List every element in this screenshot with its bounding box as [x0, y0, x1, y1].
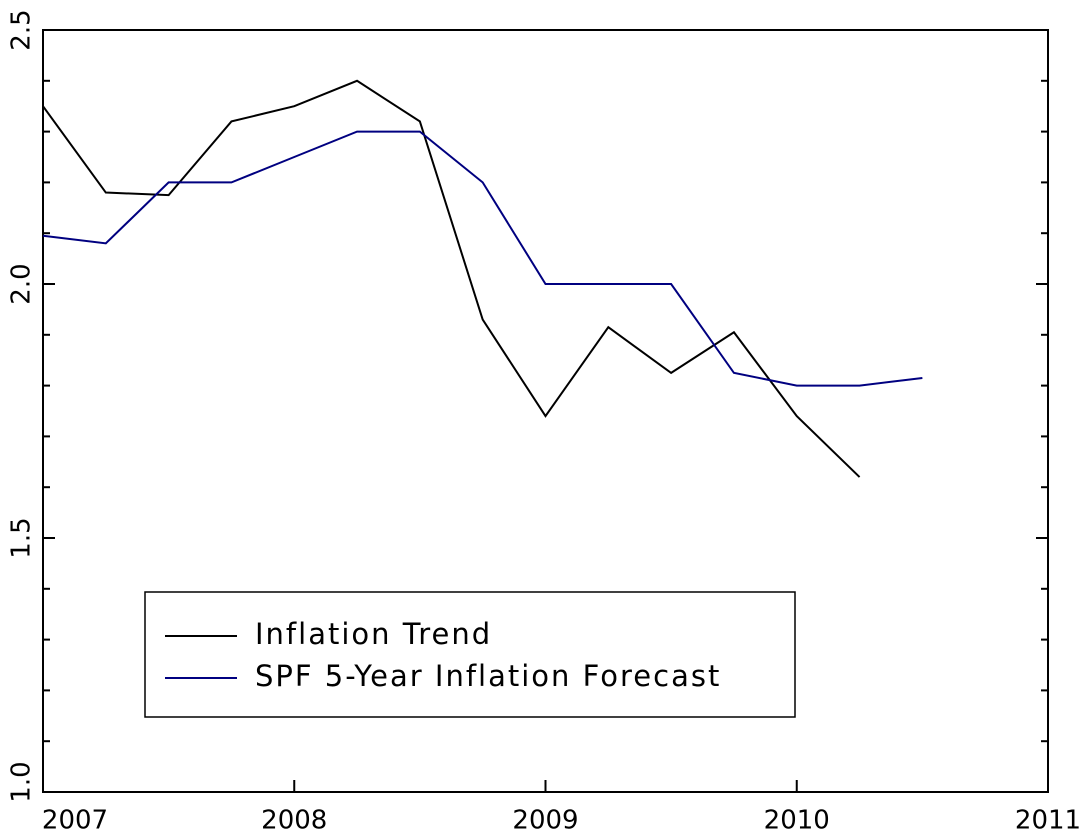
- legend-box: [144, 591, 796, 718]
- y-tick-label: 1.0: [7, 761, 37, 802]
- series-line: [42, 130, 923, 387]
- x-tick-label: 2009: [512, 806, 578, 836]
- legend: Inflation Trend SPF 5-Year Inflation Fore…: [144, 591, 796, 718]
- y-tick-label: 1.5: [7, 517, 37, 558]
- x-tick-label: 2010: [764, 806, 830, 836]
- legend-label: SPF 5-Year Inflation Forecast: [255, 659, 721, 693]
- legend-label: Inflation Trend: [255, 617, 492, 651]
- x-tick-label: 2008: [261, 806, 327, 836]
- x-tick-label: 2011: [1015, 806, 1081, 836]
- series-line: [42, 79, 861, 478]
- y-tick-label: 2.5: [7, 9, 37, 50]
- x-tick-label: 2007: [42, 806, 108, 836]
- y-tick-label: 2.0: [7, 263, 37, 304]
